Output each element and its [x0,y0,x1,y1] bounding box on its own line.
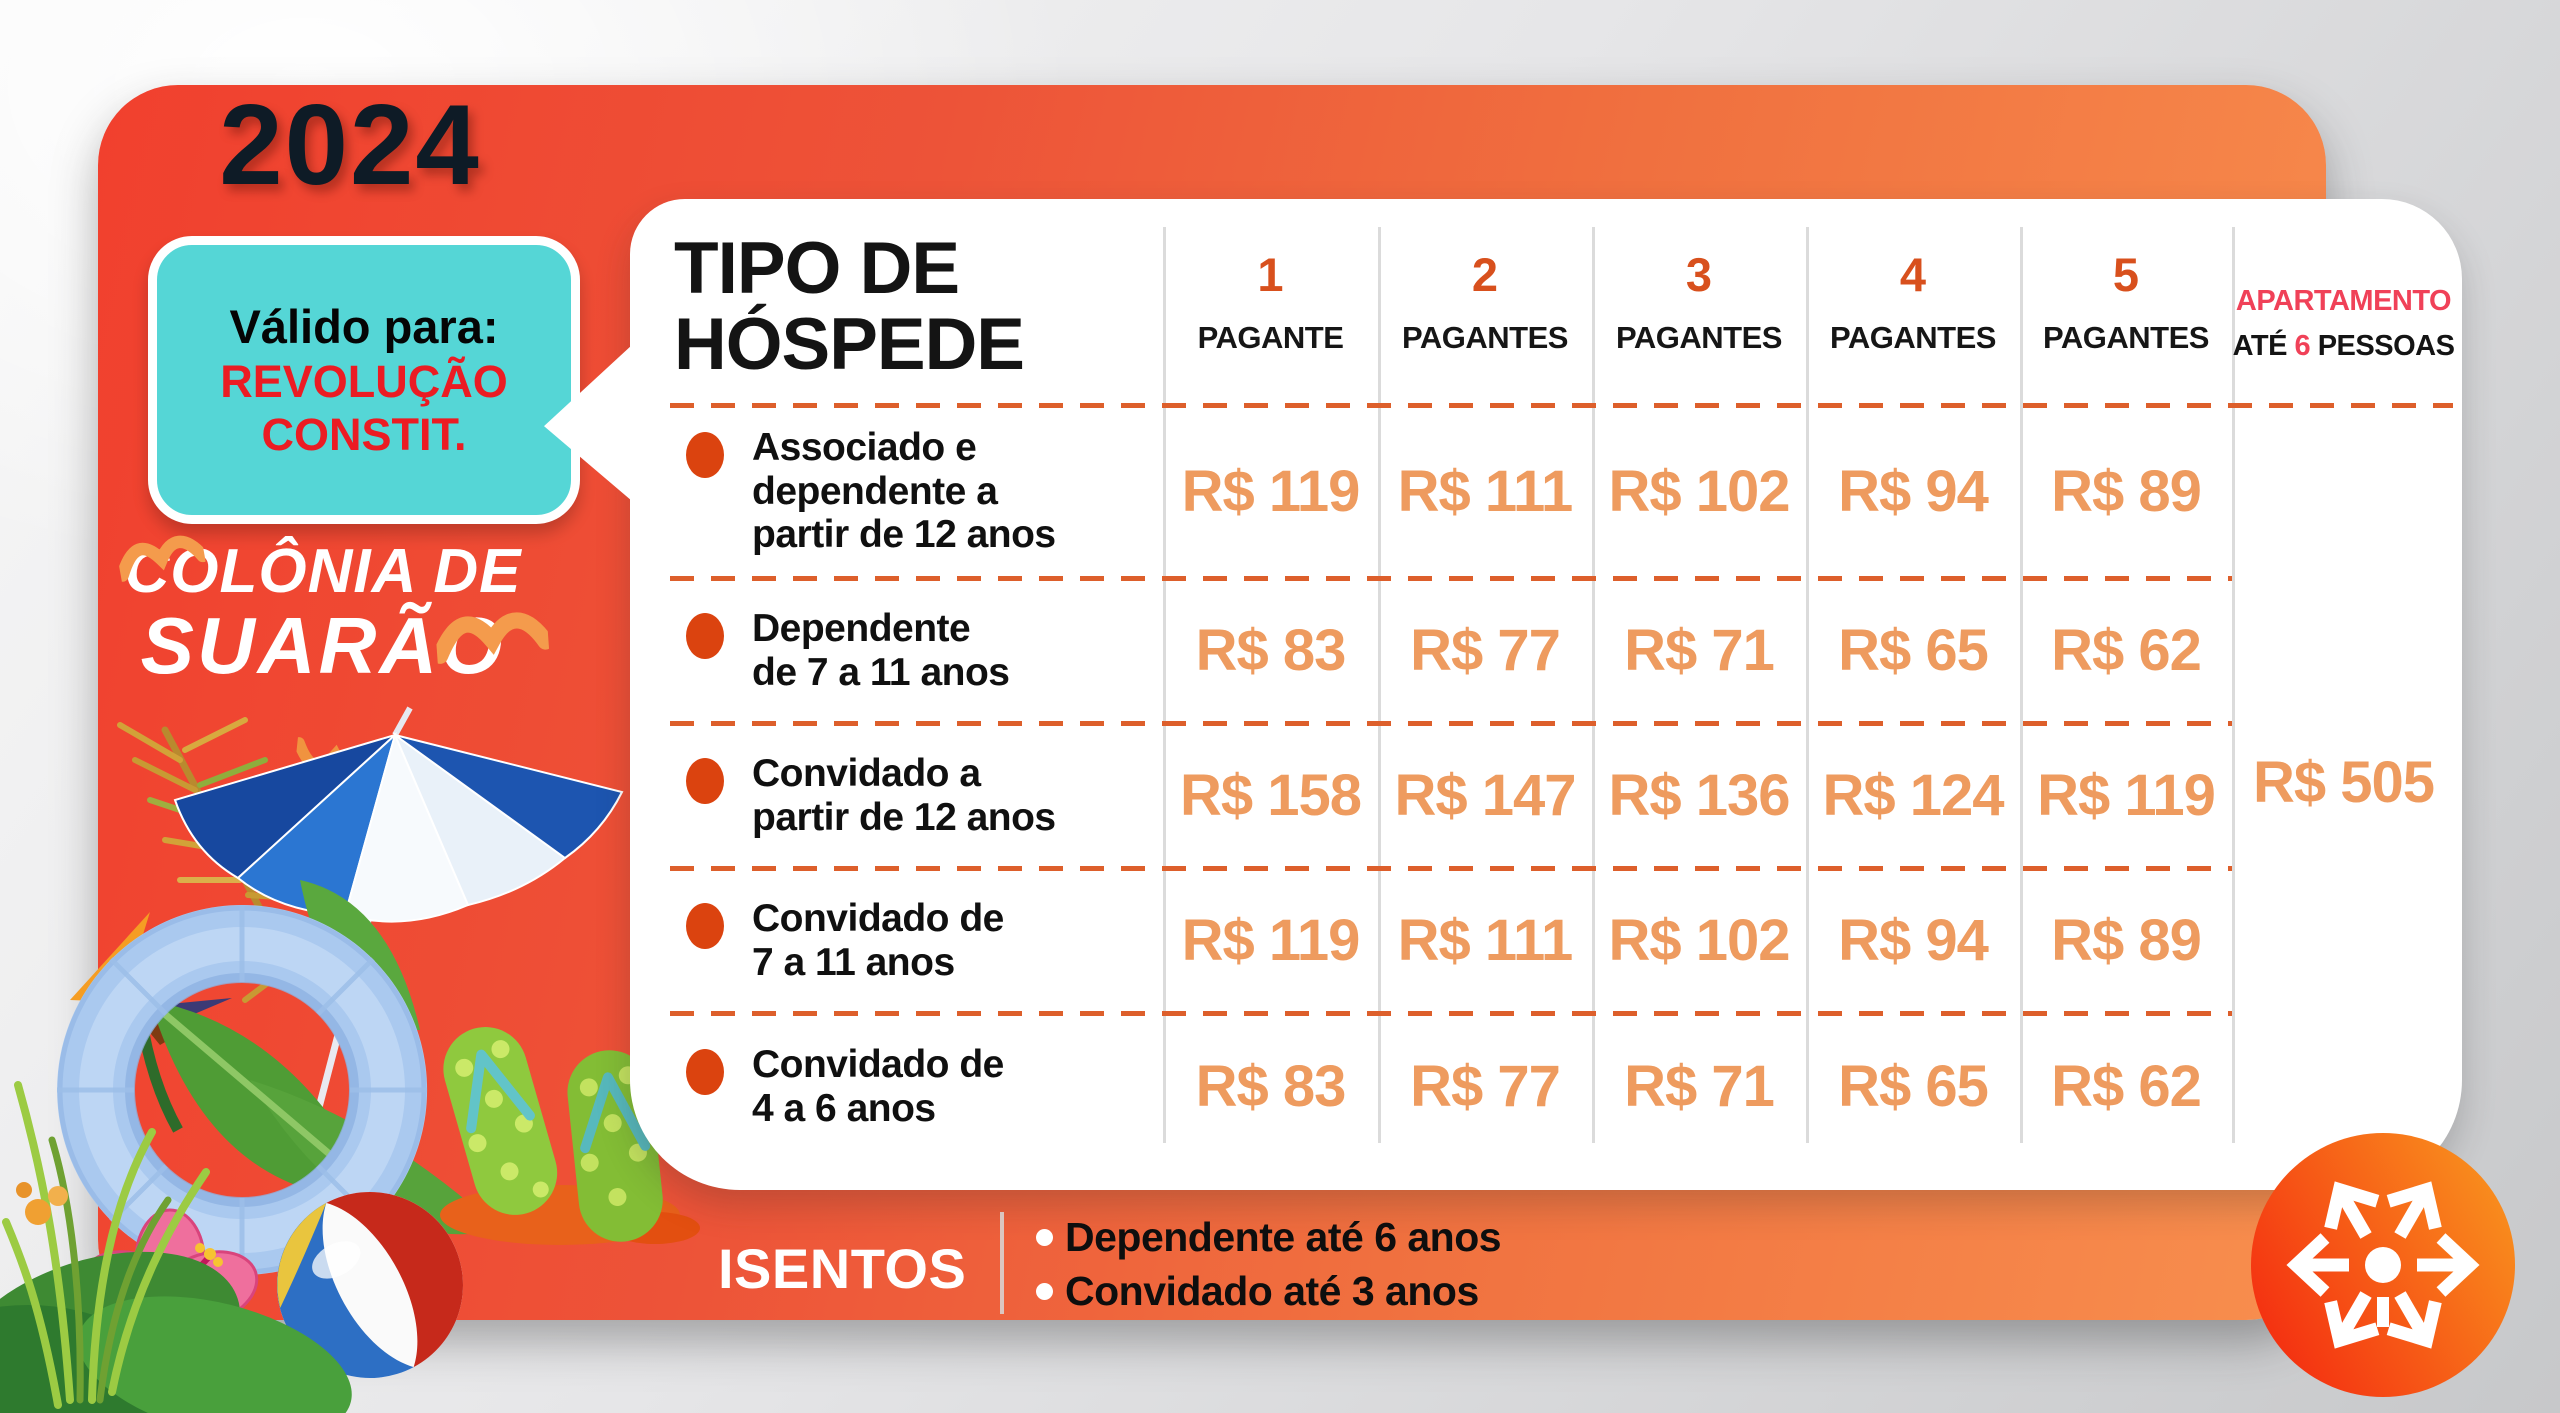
column-separator [1592,227,1595,1143]
bullet-dot-icon [686,902,724,949]
column-separator [1163,227,1166,1143]
header-col-2: 2 PAGANTES [1402,248,1568,355]
row-label: Convidado a partir de 12 anos [686,723,1166,868]
header-col-apartment: APARTAMENTO ATÉ 6 PESSOAS [2232,285,2455,362]
seagull-icon [434,612,550,664]
white-dot-icon [1036,1282,1053,1300]
header-col-4: 4 PAGANTES [1830,248,1996,355]
valid-for-line2: CONSTIT. [261,408,467,460]
header-col-3: 3 PAGANTES [1616,248,1782,355]
valid-for-callout: Válido para: REVOLUÇÃO CONSTIT. [148,236,580,524]
price-cell: R$ 83 [1195,1054,1347,1119]
price-cell: R$ 147 [1394,763,1576,828]
price-cell: R$ 77 [1410,618,1561,683]
row-divider [670,403,2453,408]
row-divider [670,576,2232,581]
price-cell: R$ 119 [1181,908,1361,973]
row-label: Convidado de 4 a 6 anos [686,1013,1166,1160]
column-separator [2020,227,2023,1143]
price-cell: R$ 111 [1397,459,1574,524]
beach-ball-icon [277,1192,463,1378]
price-table-panel: TIPO DE HÓSPEDE 1 PAGANTE 2 PAGANTES 3 P… [544,199,2462,1190]
price-cell: R$ 71 [1624,1054,1775,1119]
year-title: 2024 [219,82,481,209]
row-label: Associado e dependente a partir de 12 anos [686,405,1166,578]
guest-type-header: TIPO DE HÓSPEDE [674,228,1025,385]
sunburst-logo [2251,1133,2515,1397]
row-label: Dependente de 7 a 11 anos [686,578,1166,723]
foliage-icon [0,1081,352,1413]
price-cell: R$ 158 [1179,763,1362,828]
row-label: Convidado de 7 a 11 anos [686,868,1166,1013]
white-dot-icon [1036,1228,1053,1246]
price-cell: R$ 71 [1624,618,1775,683]
valid-for-line1: REVOLUÇÃO [220,355,508,407]
price-cell: R$ 119 [1181,459,1361,524]
price-cell: R$ 102 [1608,459,1790,524]
price-cell: R$ 89 [2051,459,2202,524]
price-cell: R$ 111 [1397,908,1574,973]
isentos-divider [1000,1212,1004,1314]
beach-umbrella-icon [173,706,624,1181]
bullet-dot-icon [686,431,724,478]
price-cell: R$ 83 [1195,618,1347,683]
price-cell: R$ 94 [1838,459,1989,524]
beach-illustration [0,706,700,1413]
column-separator [1806,227,1809,1143]
valid-for-label: Válido para: [229,300,499,354]
price-cell: R$ 65 [1838,618,1989,683]
price-cell: R$ 119 [2037,763,2216,828]
price-cell: R$ 102 [1608,908,1790,973]
isentos-item: Convidado até 3 anos [1024,1266,1501,1316]
row-divider [670,866,2232,871]
bullet-dot-icon [686,1048,724,1095]
header-col-1: 1 PAGANTE [1197,248,1344,355]
isentos-item: Dependente até 6 anos [1024,1212,1502,1262]
bullet-dot-icon [686,757,724,804]
row-divider [670,721,2232,726]
price-cell: R$ 136 [1608,763,1790,828]
column-separator [1378,227,1381,1143]
price-cell: R$ 77 [1410,1054,1561,1119]
price-cell: R$ 89 [2051,908,2202,973]
header-col-5: 5 PAGANTES [2043,248,2209,355]
price-cell: R$ 65 [1838,1054,1989,1119]
price-cell: R$ 62 [2051,1054,2202,1119]
isentos-title: ISENTOS [718,1237,967,1300]
column-separator [2232,227,2235,1143]
price-cell: R$ 124 [1822,763,2004,828]
row-divider [670,1011,2232,1016]
bullet-dot-icon [686,612,724,659]
price-cell: R$ 62 [2051,618,2202,683]
seagull-icon [116,535,208,582]
price-cell: R$ 94 [1838,908,1989,973]
apartment-price-cell: R$ 505 [2252,750,2435,815]
isentos-list: Dependente até 6 anos Convidado até 3 an… [1024,1212,1502,1316]
